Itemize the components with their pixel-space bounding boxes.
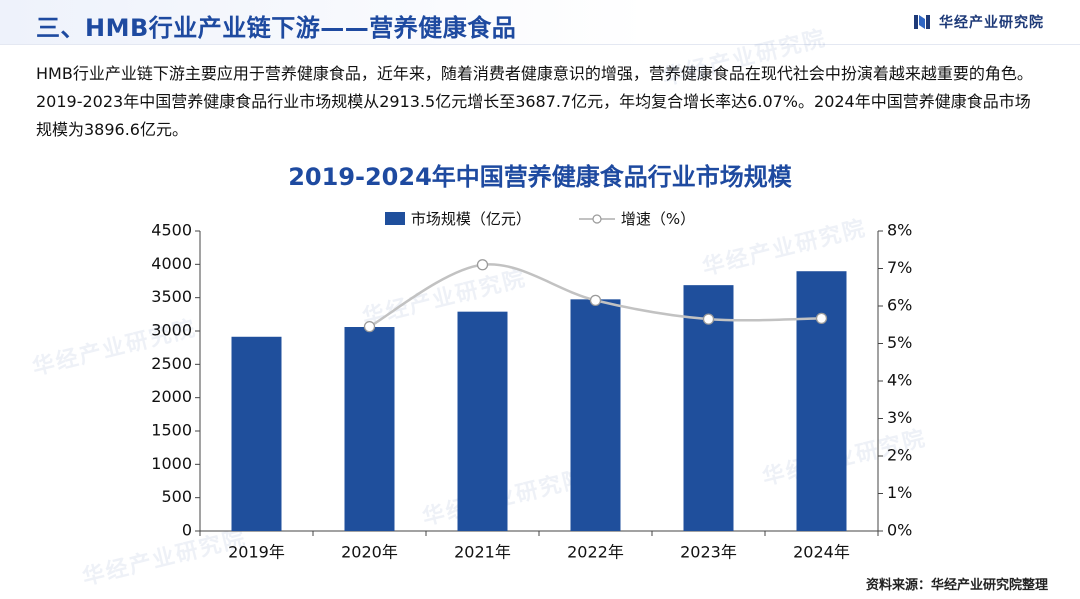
x-tick-label: 2023年 [680,543,737,562]
source-note: 资料来源：华经产业研究院整理 [865,578,1048,593]
intro-paragraph: HMB行业产业链下游主要应用于营养健康食品，近年来，随着消费者健康意识的增强，营… [36,64,1033,139]
y-right-tick-label: 8% [887,221,912,240]
y-left-tick-label: 3500 [151,287,192,306]
bar [570,299,621,531]
growth-point [476,259,489,271]
bar [457,311,508,531]
header-bar: 三、HMB行业产业链下游——营养健康食品 华经产业研究院 [0,0,1080,45]
y-left-tick-label: 3000 [151,321,192,340]
y-right-tick-label: 0% [887,521,912,540]
legend-item-bar: 市场规模（亿元） [384,208,531,229]
bar [796,271,847,531]
legend-bar-label: 市场规模（亿元） [410,210,531,228]
bar [231,336,282,531]
y-left-tick-label: 1500 [151,421,192,440]
y-right-tick-label: 2% [887,446,912,465]
growth-point [589,294,602,307]
legend-line-swatch [578,213,615,224]
growth-point [702,313,715,325]
y-left-tick-label: 2500 [151,354,192,373]
y-left-tick-label: 2000 [151,387,192,406]
y-left-tick-label: 4000 [151,254,192,273]
y-right-tick-label: 7% [887,258,912,277]
brand-name: 华经产业研究院 [939,15,1044,31]
x-tick-label: 2020年 [341,543,398,562]
y-right-tick-label: 6% [887,296,912,315]
legend-bar-swatch [384,212,405,225]
chart-title: 2019-2024年中国营养健康食品行业市场规模 [288,163,792,191]
x-tick-label: 2022年 [567,543,624,562]
legend-item-line: 增速（%） [578,208,696,229]
chart-legend: 市场规模（亿元） 增速（%） [0,208,1080,229]
growth-point [363,320,376,333]
bar [344,327,395,531]
bar [683,285,734,531]
legend-line-label: 增速（%） [620,210,696,228]
y-left-tick-label: 500 [161,487,192,506]
y-right-tick-label: 5% [887,333,912,352]
slide-title: 三、HMB行业产业链下游——营养健康食品 [36,14,517,42]
brand-logo-icon [914,15,930,29]
y-right-tick-label: 1% [887,483,912,502]
y-right-tick-label: 3% [887,408,912,427]
y-right-tick-label: 4% [887,371,912,390]
growth-point [815,312,828,325]
x-tick-label: 2019年 [228,543,285,562]
y-left-tick-label: 4500 [151,221,192,240]
y-left-tick-label: 1000 [151,454,192,473]
x-tick-label: 2021年 [454,543,511,562]
brand: 华经产业研究院 [913,12,1044,32]
x-tick-label: 2024年 [793,543,850,562]
y-left-tick-label: 0 [182,521,192,540]
